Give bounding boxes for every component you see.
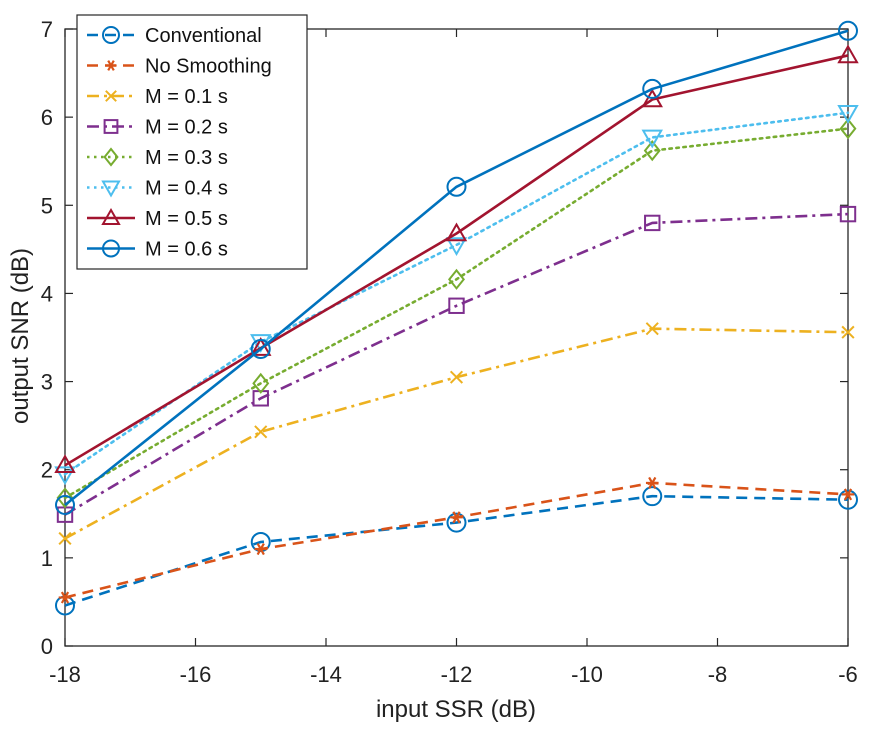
legend-label: M = 0.6 s <box>145 239 228 261</box>
series-lines <box>54 20 859 616</box>
y-tick-label: 6 <box>41 105 53 130</box>
data-point <box>838 20 858 41</box>
data-point <box>54 454 76 474</box>
data-point <box>838 489 858 510</box>
legend-entry: M = 0.1 s <box>87 86 228 108</box>
y-tick-label: 4 <box>41 281 53 306</box>
data-point <box>254 543 268 556</box>
series-line <box>64 29 849 506</box>
data-point <box>445 222 468 242</box>
data-point <box>58 591 72 604</box>
legend-marker <box>101 207 121 225</box>
data-point <box>643 140 661 162</box>
legend-entry: M = 0.3 s <box>87 147 228 169</box>
data-point <box>55 494 75 515</box>
data-point <box>448 297 465 314</box>
legend-marker <box>102 239 120 258</box>
series-line <box>64 212 849 516</box>
legend-entry: M = 0.2 s <box>87 117 228 139</box>
data-point <box>450 511 463 524</box>
legend-label: M = 0.2 s <box>145 117 228 139</box>
series-no-smoothing <box>58 476 855 604</box>
legend-marker <box>105 90 117 102</box>
series-m-0-2-s <box>56 205 857 523</box>
data-point <box>841 488 855 501</box>
legend-box <box>76 14 308 270</box>
data-point <box>250 337 272 356</box>
legend-entry: M = 0.6 s <box>87 239 228 261</box>
data-point <box>641 88 663 108</box>
y-tick-label: 1 <box>41 546 53 571</box>
legend-marker <box>105 60 117 71</box>
series-m-0-6-s <box>55 20 858 515</box>
legend-marker <box>103 147 119 167</box>
data-point <box>56 487 74 509</box>
x-tick-label: -14 <box>310 662 342 687</box>
series-line <box>63 127 850 500</box>
data-point <box>837 44 859 64</box>
axis-ticks: -18 -16 -14 -12 -10 -8 -6 0 1 2 3 4 5 6 7 <box>41 17 858 687</box>
data-point <box>837 104 859 124</box>
legend-entry: M = 0.5 s <box>87 207 228 230</box>
y-tick-label: 3 <box>41 370 53 395</box>
legend-marker <box>103 119 119 134</box>
y-axis-label: output SNR (dB) <box>7 248 34 424</box>
x-tick-label: -6 <box>838 662 858 687</box>
x-tick-label: -16 <box>180 662 212 687</box>
x-tick-label: -12 <box>441 662 473 687</box>
legend-label: M = 0.1 s <box>145 86 228 108</box>
data-point <box>54 466 76 486</box>
data-point <box>642 486 663 507</box>
data-point <box>58 531 72 546</box>
y-tick-label: 0 <box>41 634 53 659</box>
series-line <box>64 54 849 467</box>
data-point <box>252 372 270 394</box>
series-m-0-1-s <box>58 322 855 546</box>
data-point <box>645 322 659 336</box>
data-point <box>642 78 663 99</box>
legend-marker <box>101 180 121 198</box>
x-axis-label: input SSR (dB) <box>376 696 536 723</box>
legend: Conventional No Smoothing M = 0.1 s M = 0.2… <box>76 14 308 270</box>
data-point <box>839 118 857 140</box>
data-point <box>250 334 272 353</box>
y-tick-label: 7 <box>41 17 53 42</box>
data-point <box>446 176 467 197</box>
y-tick-label: 5 <box>41 193 53 218</box>
data-point <box>254 425 268 439</box>
legend-label: M = 0.3 s <box>145 147 228 169</box>
data-point <box>645 476 659 489</box>
legend-label: Conventional <box>145 25 262 47</box>
data-point <box>445 237 468 256</box>
series-m-0-5-s <box>54 44 859 474</box>
series-m-0-3-s <box>56 118 857 509</box>
x-tick-label: -18 <box>49 662 81 687</box>
data-point <box>839 205 857 223</box>
data-point <box>448 268 465 290</box>
legend-marker <box>102 26 120 44</box>
legend-label: M = 0.4 s <box>145 178 228 200</box>
data-point <box>250 338 271 359</box>
series-line <box>64 494 849 607</box>
data-point <box>449 370 464 384</box>
legend-label: No Smoothing <box>145 56 272 78</box>
legend-entry: Conventional <box>87 25 262 47</box>
y-tick-label: 2 <box>41 458 53 483</box>
x-tick-label: -8 <box>708 662 728 687</box>
legend-entry: No Smoothing <box>87 56 272 78</box>
legend-entry: M = 0.4 s <box>87 178 228 200</box>
data-point <box>446 512 467 533</box>
data-point <box>641 129 663 149</box>
data-point <box>644 214 661 232</box>
x-tick-label: -10 <box>571 662 603 687</box>
data-point <box>841 325 855 339</box>
legend-label: M = 0.5 s <box>145 208 228 230</box>
